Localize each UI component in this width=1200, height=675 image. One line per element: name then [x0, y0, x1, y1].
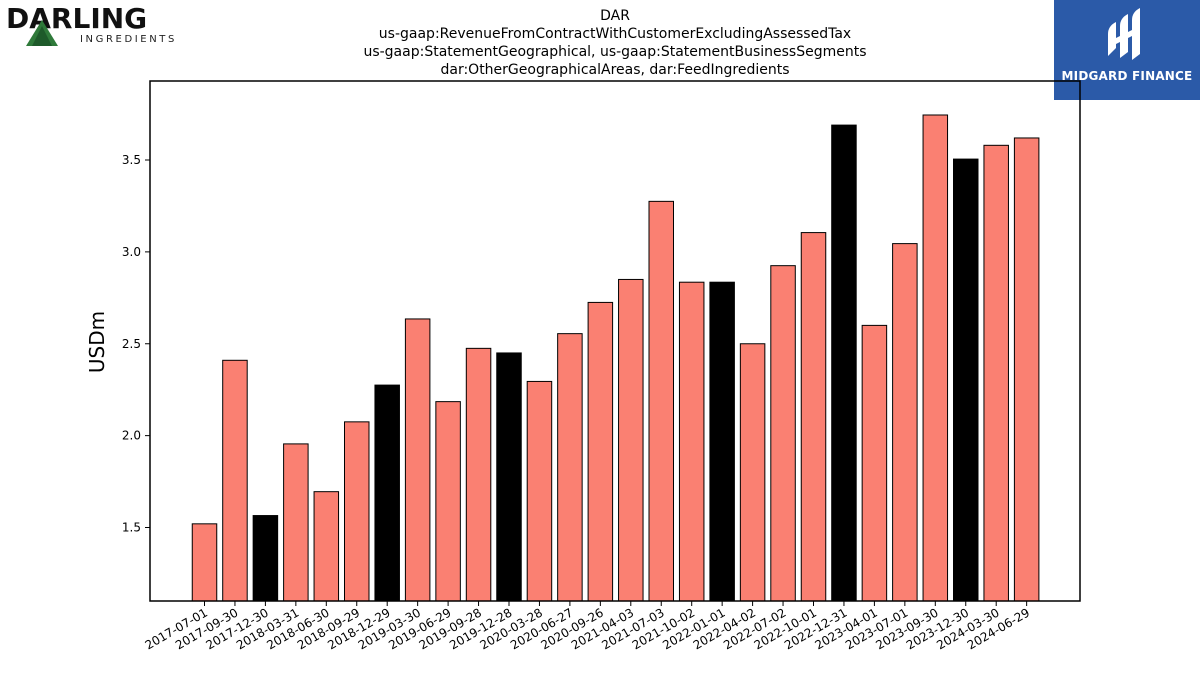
title-line: us-gaap:StatementGeographical, us-gaap:S…: [363, 44, 867, 60]
bar-2022-04-02: [739, 343, 766, 602]
y-tick-label: 3.0: [122, 245, 141, 259]
bars-group: [191, 114, 1040, 602]
bar-2019-03-30: [404, 318, 431, 602]
title-line: us-gaap:RevenueFromContractWithCustomerE…: [378, 26, 852, 42]
bar-2020-09-26: [587, 301, 614, 602]
y-tick-label: 2.5: [122, 337, 141, 351]
midgard-finance-logo: MIDGARD FINANCE: [1054, 0, 1200, 100]
y-tick-label: 3.5: [122, 153, 141, 167]
bar-2017-09-30: [222, 359, 248, 602]
bar-2020-06-27: [557, 333, 583, 602]
bar-2022-10-01: [800, 232, 827, 602]
darling-ingredients-logo: DARLING INGREDIENTS: [4, 2, 177, 48]
y-tick-label: 1.5: [122, 521, 141, 535]
bar-2018-09-29: [344, 421, 370, 602]
bar-2022-12-31: [831, 124, 857, 602]
bar-2021-10-02: [678, 281, 705, 602]
x-axis: 2017-07-012017-09-302017-12-302018-03-31…: [143, 601, 1032, 652]
title-line: dar:OtherGeographicalAreas, dar:FeedIngr…: [440, 62, 790, 78]
title-line: DAR: [600, 8, 630, 24]
bar-2021-07-03: [648, 200, 674, 602]
logo-wordmark: DARLING: [6, 2, 148, 35]
bar-2018-12-29: [374, 384, 400, 602]
bar-2019-12-28: [496, 352, 522, 602]
bar-2017-07-01: [191, 523, 218, 602]
bar-2018-03-31: [283, 443, 309, 602]
bar-2020-03-28: [526, 380, 553, 602]
y-axis: 1.5 2.0 2.5 3.0 3.5: [122, 153, 150, 535]
bar-2023-07-01: [892, 243, 918, 602]
y-tick-label: 2.0: [122, 429, 141, 443]
bar-2022-01-01: [709, 281, 735, 602]
logo-subtitle: INGREDIENTS: [80, 34, 177, 45]
midgard-emblem-icon: [1108, 8, 1140, 60]
y-axis-label: USDm: [85, 311, 109, 373]
bar-2022-07-02: [770, 265, 796, 602]
bar-2019-09-28: [465, 347, 492, 602]
logo-triangle-icon: [26, 20, 58, 46]
bar-2018-06-30: [313, 491, 340, 602]
logo-name: MIDGARD FINANCE: [1061, 69, 1193, 83]
bar-2023-09-30: [922, 114, 949, 602]
bar-2023-12-30: [953, 158, 979, 602]
chart-title: DAR us-gaap:RevenueFromContractWithCusto…: [300, 7, 930, 79]
bar-2024-06-29: [1013, 137, 1040, 602]
bar-2024-03-30: [983, 144, 1009, 602]
bar-2021-04-03: [618, 278, 644, 602]
bar-2023-04-01: [861, 324, 888, 602]
bar-2019-06-29: [435, 401, 461, 602]
bar-2017-12-30: [252, 515, 279, 602]
plot-frame: [149, 80, 1081, 602]
